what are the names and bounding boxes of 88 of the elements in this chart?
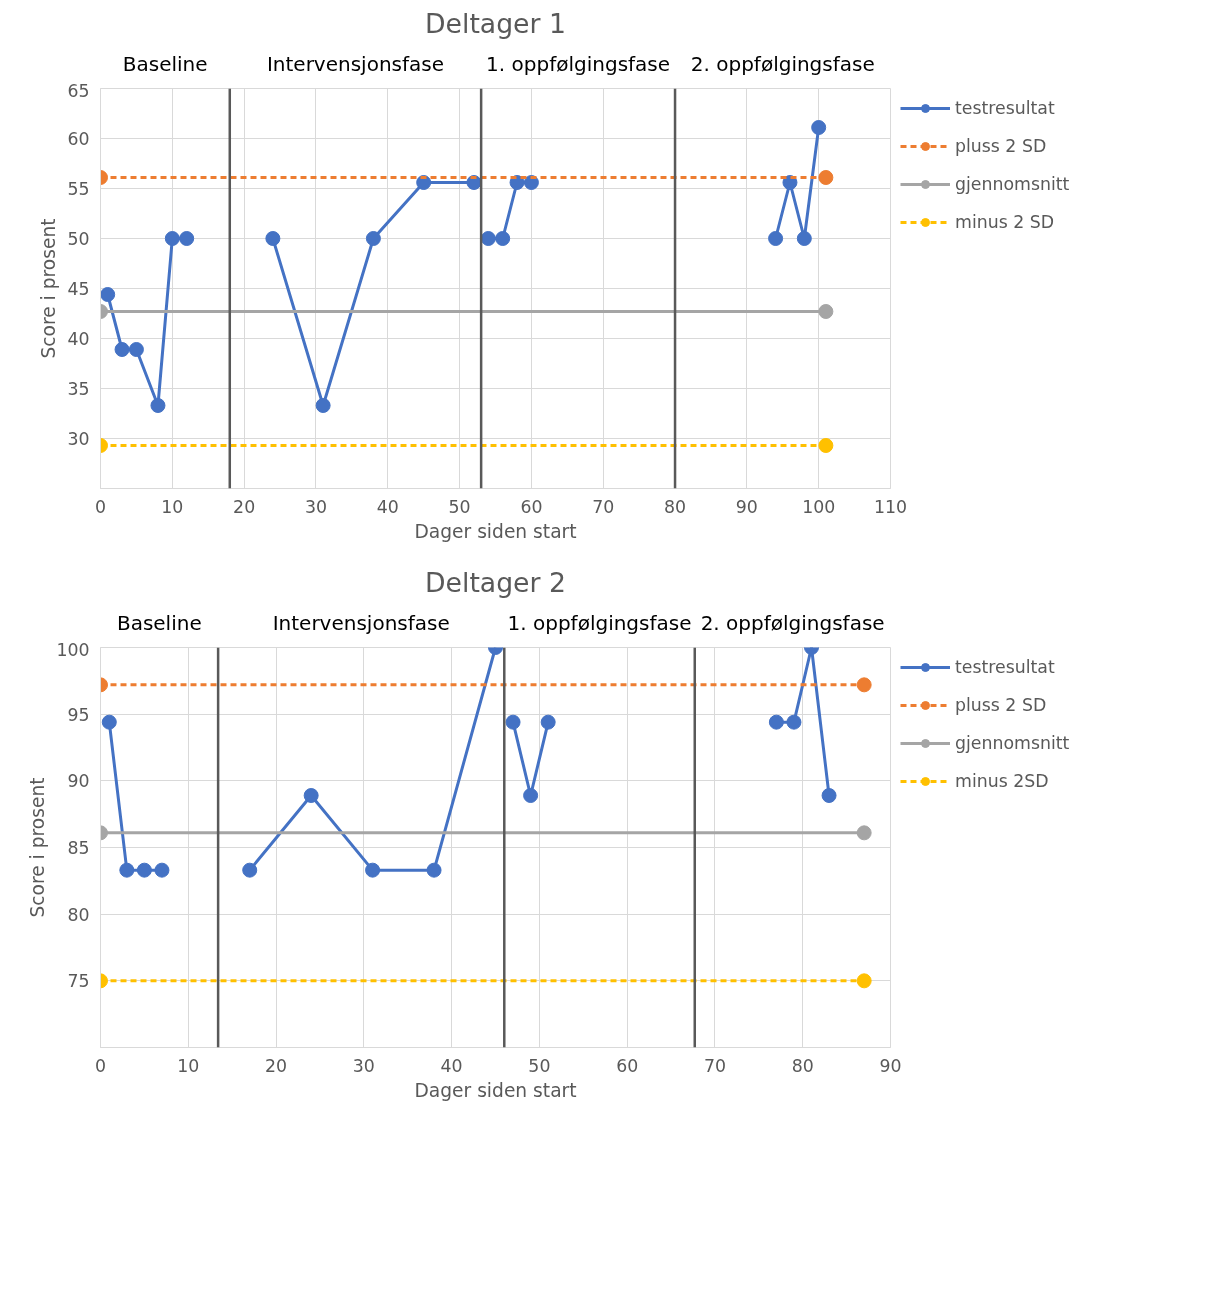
- y-axis-title: Score i prosent: [38, 218, 60, 359]
- legend-label: testresultat: [955, 657, 1055, 677]
- x-tick-label: 90: [879, 1055, 902, 1076]
- point: [315, 398, 331, 413]
- x-tick-label: 70: [703, 1055, 726, 1076]
- point: [505, 714, 521, 730]
- x-tick-label: 50: [448, 496, 471, 517]
- y-tick-label: 85: [67, 838, 90, 858]
- x-tick-label: 0: [94, 1055, 107, 1076]
- point: [480, 231, 496, 246]
- x-tick-label: 20: [233, 496, 256, 517]
- text: Intervensjonsfase: [272, 610, 450, 635]
- x-tick-label: 60: [616, 1055, 639, 1076]
- text: 2. oppfølgingsfase: [690, 51, 875, 76]
- text: Intervensjonsfase: [266, 51, 444, 76]
- legend-label: testresultat: [955, 98, 1055, 118]
- point: [365, 231, 381, 246]
- point: [523, 175, 539, 190]
- point: [150, 398, 166, 413]
- point: [786, 714, 802, 730]
- point: [119, 862, 135, 878]
- point: [768, 231, 784, 246]
- legend-label: pluss 2 SD: [955, 136, 1047, 156]
- point: [821, 788, 837, 803]
- x-tick-label: 110: [873, 496, 908, 517]
- x-tick-label: 30: [352, 1055, 375, 1076]
- x-tick-label: 90: [735, 496, 758, 517]
- x-tick-label: 70: [592, 496, 615, 517]
- x-tick-label: 40: [440, 1055, 463, 1076]
- point: [540, 714, 556, 730]
- y-tick-label: 80: [67, 904, 90, 925]
- point: [426, 862, 442, 878]
- point: [495, 231, 511, 246]
- point: [811, 120, 827, 135]
- text: 1. oppfølgingsfase: [507, 610, 692, 635]
- y-tick-label: 90: [67, 771, 90, 792]
- x-tick-label: 0: [94, 496, 107, 517]
- y-tick-label: 40: [67, 329, 90, 349]
- x-tick-label: 40: [376, 496, 399, 517]
- x-tick-label: 10: [177, 1055, 200, 1076]
- x-tick-label: 60: [520, 496, 543, 517]
- x-tick-label: 100: [802, 496, 836, 517]
- text: 1. oppfølgingsfase: [486, 51, 671, 76]
- point: [796, 231, 812, 246]
- y-tick-label: 100: [56, 639, 90, 660]
- x-tick-label: 80: [791, 1055, 814, 1076]
- legend-label: minus 2 SD: [955, 212, 1055, 232]
- y-tick-label: 45: [67, 279, 90, 299]
- x-tick-label: 80: [664, 496, 687, 517]
- legend-label: gjennomsnitt: [955, 733, 1070, 753]
- point: [101, 714, 117, 730]
- legend-label: pluss 2 SD: [955, 695, 1047, 715]
- x-tick-label: 10: [161, 496, 184, 517]
- point: [303, 788, 319, 803]
- legend-label: minus 2SD: [955, 771, 1049, 791]
- x-axis-title: Dager siden start: [414, 520, 577, 542]
- y-tick-label: 35: [67, 379, 90, 399]
- text: 2. oppfølgingsfase: [700, 610, 885, 635]
- y-tick-label: 95: [67, 704, 90, 725]
- point: [164, 231, 180, 246]
- text: Baseline: [116, 610, 202, 635]
- point: [265, 231, 281, 246]
- chart-title: Deltager 1: [425, 7, 566, 39]
- y-tick-label: 75: [67, 971, 90, 992]
- point: [242, 862, 258, 878]
- x-tick-label: 30: [304, 496, 327, 517]
- point: [114, 342, 130, 357]
- y-tick-label: 55: [67, 179, 90, 199]
- legend-label: gjennomsnitt: [955, 174, 1070, 194]
- point: [179, 231, 195, 246]
- text: Baseline: [122, 51, 208, 76]
- y-tick-label: 30: [67, 429, 90, 449]
- y-tick-label: 65: [67, 80, 90, 101]
- point: [768, 714, 784, 730]
- y-tick-label: 60: [67, 129, 90, 149]
- point: [128, 342, 144, 357]
- point: [100, 287, 116, 302]
- x-tick-label: 50: [528, 1055, 551, 1076]
- point: [365, 862, 381, 878]
- point: [136, 862, 152, 878]
- x-tick-label: 20: [265, 1055, 288, 1076]
- y-axis-title: Score i prosent: [27, 777, 49, 918]
- point: [523, 788, 539, 803]
- point: [154, 862, 170, 878]
- x-axis-title: Dager siden start: [414, 1079, 577, 1101]
- y-tick-label: 50: [67, 229, 90, 249]
- point: [782, 175, 798, 190]
- chart-title: Deltager 2: [425, 566, 566, 598]
